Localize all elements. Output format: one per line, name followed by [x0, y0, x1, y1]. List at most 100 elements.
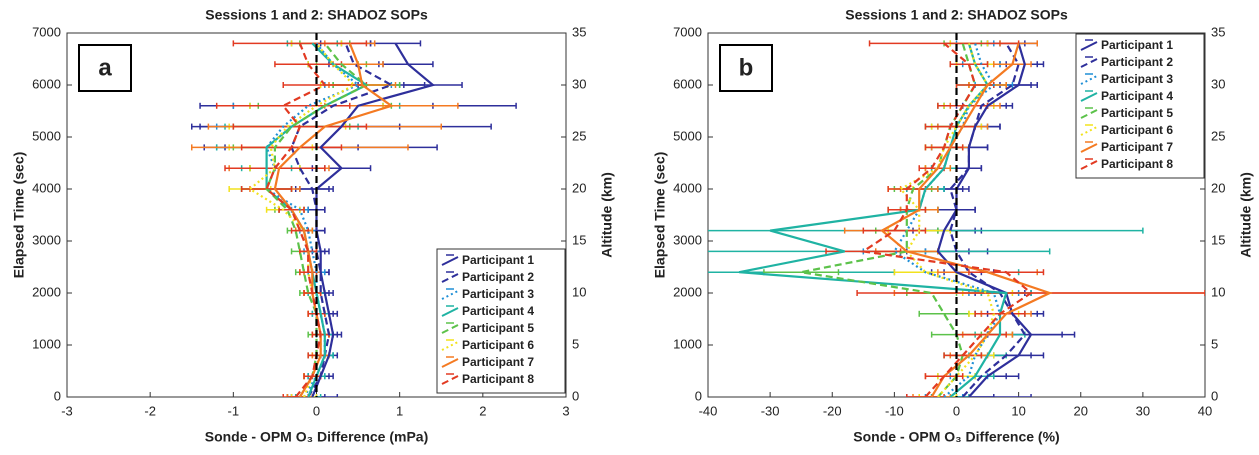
panel-label: b [739, 54, 754, 81]
series-line [800, 43, 977, 397]
y2-tick-label: 10 [1211, 284, 1225, 299]
series-line [265, 42, 327, 397]
x-tick-label: 0 [313, 403, 320, 418]
legend-swatch [1080, 143, 1098, 153]
error-bar [912, 394, 952, 397]
x-tick-label: -2 [144, 403, 156, 418]
y-axis-label: Elapsed Time (sec) [11, 152, 27, 279]
error-bar [290, 394, 318, 397]
y2-tick-label: 15 [572, 232, 586, 247]
x-tick-label: 3 [562, 403, 569, 418]
x-tick-label: -30 [761, 403, 780, 418]
legend-swatch [441, 256, 459, 266]
panel: Sessions 1 and 2: SHADOZ SOPs Sonde - OPM… [652, 7, 1254, 445]
y2-tick-label: 0 [572, 388, 579, 403]
error-bar [918, 394, 958, 397]
x-tick-label: 40 [1198, 403, 1212, 418]
y-tick-label: 3000 [32, 232, 61, 247]
panel-label: a [98, 54, 112, 81]
legend-swatch [1080, 160, 1098, 170]
y-axis-label: Elapsed Time (sec) [652, 152, 668, 279]
y2-axis-label: Altitude (km) [599, 172, 615, 258]
legend-label: Participant 5 [1101, 106, 1173, 120]
x-axis-label: Sonde - OPM O₃ Difference (%) [853, 429, 1059, 445]
legend-label: Participant 1 [1101, 38, 1173, 52]
y2-tick-label: 20 [1211, 180, 1225, 195]
panel: Sessions 1 and 2: SHADOZ SOPs Sonde - OPM… [11, 7, 615, 445]
x-tick-label: -3 [61, 403, 73, 418]
plot-content [191, 33, 517, 397]
y2-tick-label: 25 [572, 128, 586, 143]
legend-label: Participant 4 [1101, 89, 1173, 103]
y-tick-label: 2000 [673, 284, 702, 299]
series-line [936, 43, 1033, 397]
y2-tick-label: 10 [572, 284, 586, 299]
legend-swatch [441, 273, 459, 283]
legend-label: Participant 7 [462, 355, 534, 369]
y2-tick-label: 25 [1211, 128, 1225, 143]
y-tick-label: 6000 [673, 76, 702, 91]
x-tick-label: -1 [228, 403, 240, 418]
y-tick-label: 0 [54, 388, 61, 403]
legend-swatch [1080, 58, 1098, 68]
y2-tick-label: 35 [1211, 24, 1225, 39]
legend-swatch [1080, 41, 1098, 51]
y2-axis-label: Altitude (km) [1238, 172, 1254, 258]
y-tick-label: 7000 [32, 24, 61, 39]
series-line [248, 42, 356, 397]
y-tick-label: 2000 [32, 284, 61, 299]
x-tick-label: 20 [1074, 403, 1088, 418]
legend-box [436, 248, 566, 394]
legend-swatch [441, 358, 459, 368]
series-line [860, 42, 1033, 397]
legend-label: Participant 8 [1101, 157, 1173, 171]
legend-label: Participant 3 [1101, 72, 1173, 86]
legend: Participant 1 Participant 2 Participant 3 P… [436, 248, 566, 394]
series-line [949, 42, 1027, 397]
legend-label: Participant 3 [462, 287, 534, 301]
y-tick-label: 5000 [32, 128, 61, 143]
y-tick-label: 7000 [673, 24, 702, 39]
y-tick-label: 5000 [673, 128, 702, 143]
x-tick-label: 10 [1011, 403, 1025, 418]
y2-tick-label: 30 [1211, 76, 1225, 91]
y2-tick-label: 0 [1211, 388, 1218, 403]
x-tick-label: -40 [699, 403, 718, 418]
x-tick-label: 1 [396, 403, 403, 418]
y-tick-label: 0 [695, 388, 702, 403]
legend-swatch [441, 324, 459, 334]
y2-tick-label: 5 [572, 336, 579, 351]
y2-tick-label: 35 [572, 24, 586, 39]
y2-tick-label: 30 [572, 76, 586, 91]
panel-label-box [78, 44, 132, 92]
x-tick-label: 0 [953, 403, 960, 418]
y-tick-label: 1000 [32, 336, 61, 351]
y2-tick-label: 15 [1211, 232, 1225, 247]
error-bar [232, 40, 368, 47]
plot-content [708, 33, 1205, 397]
legend-label: Participant 5 [462, 321, 534, 335]
y-tick-label: 1000 [673, 336, 702, 351]
x-tick-label: -20 [823, 403, 842, 418]
legend-swatch [441, 307, 459, 317]
y-tick-label: 6000 [32, 76, 61, 91]
legend-label: Participant 6 [462, 338, 534, 352]
x-axis-label: Sonde - OPM O₃ Difference (mPa) [205, 429, 429, 445]
error-bar [906, 394, 945, 397]
legend-label: Participant 4 [462, 304, 534, 318]
y-tick-label: 3000 [673, 232, 702, 247]
legend-box [1075, 33, 1205, 179]
y-tick-label: 4000 [673, 180, 702, 195]
legend-label: Participant 8 [462, 372, 534, 386]
x-tick-label: 2 [479, 403, 486, 418]
series-line [738, 43, 1008, 397]
legend-label: Participant 2 [462, 270, 534, 284]
error-bar [924, 394, 964, 397]
x-tick-label: 30 [1136, 403, 1150, 418]
legend-label: Participant 1 [462, 253, 534, 267]
y2-tick-label: 5 [1211, 336, 1218, 351]
legend-swatch [1080, 92, 1098, 102]
legend-label: Participant 2 [1101, 55, 1173, 69]
